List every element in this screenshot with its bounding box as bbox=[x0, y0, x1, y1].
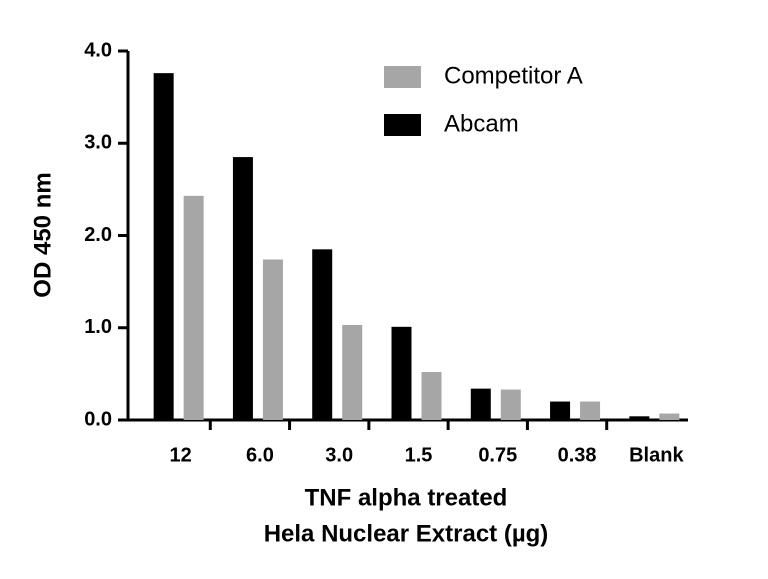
x-axis-title: Hela Nuclear Extract (µg) bbox=[264, 520, 549, 547]
legend-label: Competitor A bbox=[444, 62, 583, 89]
bar bbox=[421, 372, 442, 420]
bar bbox=[391, 326, 412, 420]
bar bbox=[550, 401, 571, 420]
y-tick-label: 2.0 bbox=[84, 224, 112, 246]
y-tick-label: 1.0 bbox=[84, 316, 112, 338]
y-tick-label: 3.0 bbox=[84, 132, 112, 154]
legend-swatch bbox=[384, 114, 421, 136]
legend-label: Abcam bbox=[444, 110, 519, 137]
bar bbox=[312, 249, 333, 420]
bar bbox=[232, 157, 253, 420]
x-tick-label: 12 bbox=[170, 444, 192, 466]
x-tick-label: 0.38 bbox=[558, 444, 597, 466]
bar bbox=[500, 389, 521, 420]
y-tick-label: 0.0 bbox=[84, 408, 112, 430]
bar bbox=[629, 416, 650, 420]
bar bbox=[659, 413, 680, 420]
legend-swatch bbox=[384, 66, 421, 88]
x-tick-label: 6.0 bbox=[246, 444, 274, 466]
x-tick-label: 1.5 bbox=[405, 444, 433, 466]
x-tick-label: 3.0 bbox=[325, 444, 353, 466]
x-tick-label: 0.75 bbox=[478, 444, 517, 466]
bar bbox=[262, 259, 283, 420]
bar bbox=[342, 324, 363, 420]
bar bbox=[470, 388, 491, 420]
bar bbox=[183, 195, 204, 420]
bar bbox=[153, 73, 174, 420]
y-tick-label: 4.0 bbox=[84, 39, 112, 61]
bar bbox=[580, 401, 601, 420]
x-tick-label: Blank bbox=[629, 444, 684, 466]
x-axis-title: TNF alpha treated bbox=[305, 484, 508, 511]
y-axis-title: OD 450 nm bbox=[29, 172, 56, 297]
